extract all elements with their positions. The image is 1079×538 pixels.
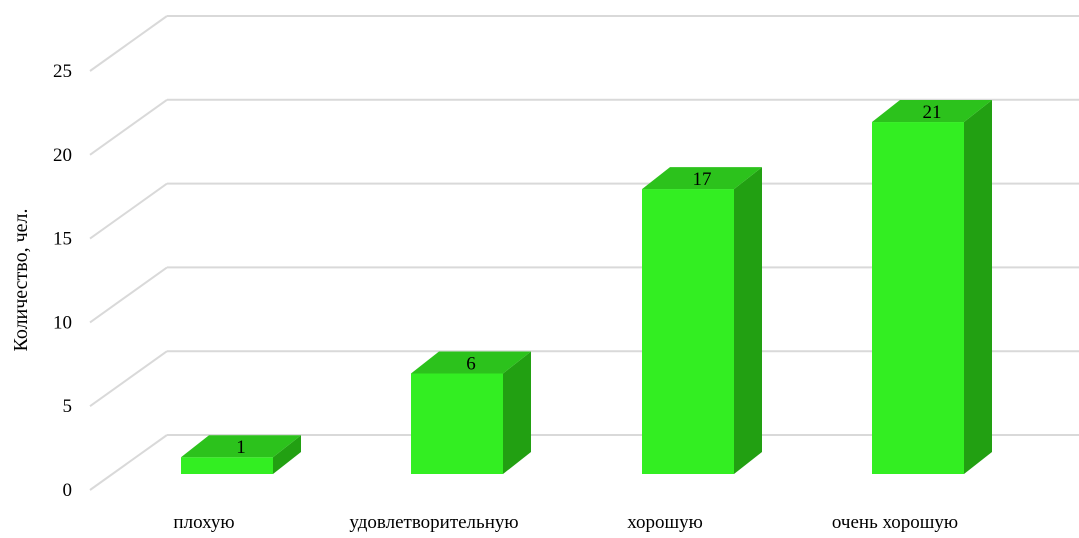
- y-tick-label: 25: [53, 61, 72, 82]
- bar: [872, 100, 992, 474]
- data-label: 21: [923, 102, 942, 123]
- x-category-label: очень хорошую: [832, 512, 958, 533]
- x-category-label: удовлетворительную: [349, 512, 518, 533]
- y-tick-label: 20: [53, 145, 72, 166]
- x-axis-categories: плохую удовлетворительную хорошую очень хор…: [173, 512, 958, 533]
- bar: [411, 351, 531, 474]
- y-tick-label: 5: [63, 396, 73, 417]
- data-labels: 1 6 17 21: [236, 102, 941, 458]
- y-tick-label: 0: [63, 480, 73, 501]
- y-tick-label: 10: [53, 312, 72, 333]
- gridline: [89, 15, 1079, 72]
- y-tick-label: 15: [53, 229, 72, 250]
- data-label: 17: [693, 169, 712, 190]
- bars: [181, 100, 992, 474]
- data-label: 1: [236, 437, 246, 458]
- x-category-label: плохую: [173, 512, 234, 533]
- gridlines: [89, 15, 1079, 491]
- gridline: [89, 98, 1079, 156]
- y-axis-title: Количество, чел.: [10, 208, 32, 351]
- bar: [181, 435, 301, 474]
- data-label: 6: [466, 353, 476, 374]
- y-axis-ticks: 0 5 10 15 20 25: [53, 61, 72, 501]
- x-category-label: хорошую: [627, 512, 703, 533]
- bar: [642, 167, 762, 474]
